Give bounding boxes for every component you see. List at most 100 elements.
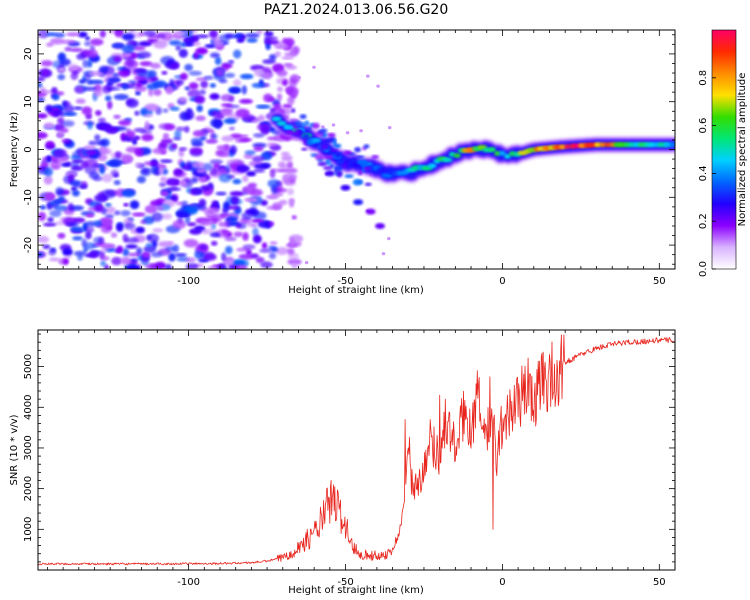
heatmap-cell: [129, 200, 140, 210]
heatmap-cell: [163, 123, 176, 131]
heatmap-cell: [158, 182, 167, 187]
heatmap-cell: [194, 95, 206, 104]
heatmap-cell: [264, 39, 279, 45]
heatmap-cell: [123, 51, 132, 58]
heatmap-cell: [241, 85, 247, 95]
heatmap-cell: [99, 30, 106, 38]
heatmap-cell: [168, 40, 182, 46]
heatmap-cell: [131, 212, 146, 217]
heatmap-cell: [62, 258, 69, 265]
heatmap-cell: [175, 44, 181, 51]
heatmap-cell: [84, 166, 97, 175]
spectrogram-x-tick-label: -50: [337, 276, 353, 287]
heatmap-cell: [45, 104, 53, 113]
heatmap-cell: [252, 234, 262, 244]
heatmap-cell: [381, 252, 386, 256]
heatmap-cell: [117, 66, 126, 71]
heatmap-cell: [134, 76, 147, 81]
ridge-cell: [312, 138, 322, 143]
heatmap-cell: [118, 119, 132, 126]
heatmap-cell: [83, 158, 99, 168]
heatmap-cell: [61, 138, 70, 143]
heatmap-cell: [238, 253, 253, 260]
snr-frame: [37, 329, 676, 571]
heatmap-cell: [178, 48, 188, 58]
heatmap-cell: [135, 226, 145, 233]
ridge-cell: [301, 122, 306, 127]
heatmap-cell: [69, 47, 83, 52]
heatmap-cell: [200, 80, 209, 89]
heatmap-cell: [88, 79, 104, 85]
heatmap-cell: [233, 231, 244, 238]
heatmap-cell: [69, 179, 82, 187]
heatmap-cell: [175, 209, 190, 218]
heatmap-cell: [285, 167, 298, 174]
heatmap-cell: [76, 53, 86, 60]
heatmap-cell: [161, 213, 173, 220]
heatmap-cell: [110, 232, 118, 238]
heatmap-cell: [87, 121, 93, 130]
ridge-cell: [312, 122, 320, 129]
heatmap-cell: [142, 252, 150, 258]
heatmap-cell: [238, 222, 247, 229]
heatmap-cell: [99, 165, 105, 175]
ridge-cell: [286, 130, 295, 135]
heatmap-cell: [145, 243, 153, 248]
snr-y-tick-label: 2000: [23, 476, 34, 501]
heatmap-cell: [268, 221, 275, 227]
heatmap-cell: [276, 44, 289, 49]
ridge-cell: [499, 150, 506, 156]
heatmap-cell: [273, 103, 282, 112]
heatmap-cell: [215, 68, 225, 77]
heatmap-cell: [51, 110, 65, 116]
heatmap-cell: [167, 59, 174, 66]
heatmap-cell: [297, 76, 301, 80]
heatmap-cell: [250, 209, 260, 216]
heatmap-cell: [198, 198, 207, 208]
heatmap-cell: [168, 252, 176, 262]
heatmap-cell: [95, 140, 108, 146]
heatmap-cell: [141, 133, 154, 142]
heatmap-cell: [138, 32, 145, 36]
heatmap-cell: [257, 114, 265, 122]
heatmap-cell: [87, 49, 98, 59]
heatmap-cell: [105, 203, 112, 207]
heatmap-cell: [78, 31, 88, 38]
ridge-cell: [364, 182, 372, 186]
heatmap-cell: [286, 160, 294, 169]
heatmap-cell: [78, 79, 87, 84]
heatmap-cell: [179, 72, 188, 81]
side-branch-cell: [353, 199, 364, 206]
heatmap-cell: [88, 251, 100, 259]
heatmap-cell: [242, 244, 256, 250]
ridge-cell: [324, 155, 334, 159]
heatmap-cell: [232, 178, 242, 185]
heatmap-cell: [281, 56, 294, 60]
ridge-cell: [363, 166, 371, 172]
heatmap-cell: [214, 56, 222, 66]
heatmap-cell: [331, 123, 336, 127]
heatmap-cell: [218, 78, 228, 84]
heatmap-cell: [57, 131, 64, 139]
ridge-cell: [327, 132, 336, 138]
heatmap-cell: [74, 86, 85, 94]
ridge-cell: [564, 144, 571, 150]
heatmap-cell: [244, 197, 258, 202]
heatmap-cell: [186, 222, 197, 227]
ridge-cell: [299, 114, 307, 119]
ridge-cell: [302, 133, 310, 140]
heatmap-cell: [171, 143, 178, 149]
heatmap-cell: [165, 85, 174, 95]
ridge-cell: [344, 174, 354, 178]
heatmap-cell: [162, 133, 170, 140]
ridge-cell: [648, 142, 658, 148]
heatmap-cell: [132, 45, 146, 51]
heatmap-cell: [282, 79, 288, 86]
heatmap-cell: [172, 219, 186, 230]
ridge-cell: [377, 167, 387, 173]
heatmap-cell: [172, 244, 180, 253]
heatmap-cell: [366, 74, 370, 78]
heatmap-cell: [274, 51, 281, 58]
heatmap-cell: [97, 154, 108, 162]
heatmap-cell: [140, 220, 147, 224]
